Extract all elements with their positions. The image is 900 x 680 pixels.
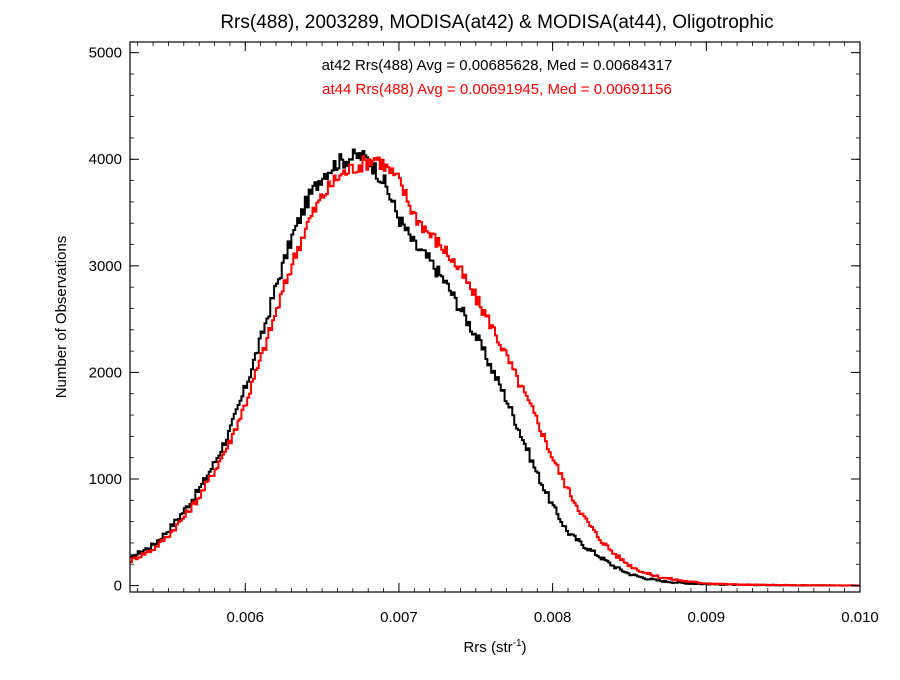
- annotation-at42-stats: at42 Rrs(488) Avg = 0.00685628, Med = 0.…: [322, 57, 673, 74]
- plot-frame: [129, 41, 861, 593]
- x-tick-label: 0.007: [380, 609, 418, 626]
- chart-title: Rrs(488), 2003289, MODISA(at42) & MODISA…: [220, 12, 773, 33]
- series-at42-line: [130, 148, 860, 587]
- y-tick-label: 4000: [89, 151, 122, 168]
- x-axis-label-sup: -1: [513, 638, 522, 649]
- annotation-at44-stats: at44 Rrs(488) Avg = 0.00691945, Med = 0.…: [322, 81, 672, 98]
- x-tick-label: 0.010: [841, 609, 879, 626]
- series-layer: [130, 148, 860, 587]
- x-axis-label-close: ): [522, 639, 527, 656]
- x-tick-label: 0.008: [534, 609, 572, 626]
- y-tick-label: 2000: [89, 364, 122, 381]
- y-tick-label: 1000: [89, 471, 122, 488]
- x-axis-label-main: Rrs (str: [463, 639, 512, 656]
- y-axis-label: Number of Observations: [53, 236, 70, 399]
- x-tick-label: 0.006: [226, 609, 264, 626]
- y-tick-label: 0: [114, 578, 122, 595]
- y-tick-label: 5000: [89, 45, 122, 62]
- x-tick-label: 0.009: [688, 609, 726, 626]
- axis-layer: 0.006 0.007 0.008 0.009 0.010 0 1000 2000 3000 40…: [89, 42, 879, 626]
- x-axis-label: Rrs (str-1): [463, 638, 526, 656]
- y-tick-label: 3000: [89, 258, 122, 275]
- series-at44-line: [130, 155, 860, 587]
